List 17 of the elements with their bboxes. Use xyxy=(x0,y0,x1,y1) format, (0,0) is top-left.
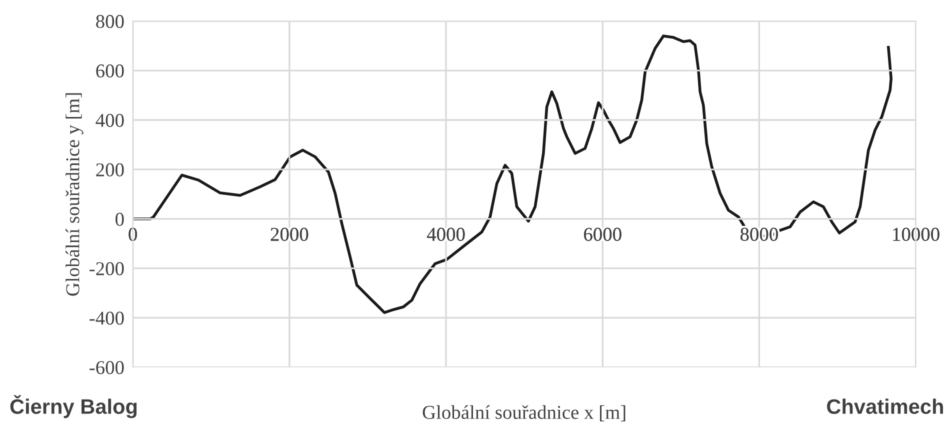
x-tick-label: 4000 xyxy=(426,228,465,241)
y-tick-label: 200 xyxy=(96,163,124,176)
y-tick-label: 800 xyxy=(96,14,124,28)
x-tick-label: 10000 xyxy=(893,228,940,241)
x-tick-label: 0 xyxy=(128,228,137,241)
y-tick-label: -400 xyxy=(90,312,124,325)
x-axis-title: Globální souřadnice x [m] xyxy=(422,405,626,422)
text: Čierny Balog xyxy=(10,395,137,418)
x-tick-label: 6000 xyxy=(584,228,622,241)
x-tick-label: 2000 xyxy=(270,228,308,241)
text: Chvatimech xyxy=(827,398,943,414)
y-tick-label: -200 xyxy=(90,262,124,276)
y-axis-title: Globální souřadnice y [m] xyxy=(66,93,84,296)
y-tick-label: 600 xyxy=(96,64,124,78)
y-tick-label: 0 xyxy=(116,212,124,226)
y-tick-label: -600 xyxy=(90,361,124,374)
y-tick-label: 400 xyxy=(96,114,124,127)
